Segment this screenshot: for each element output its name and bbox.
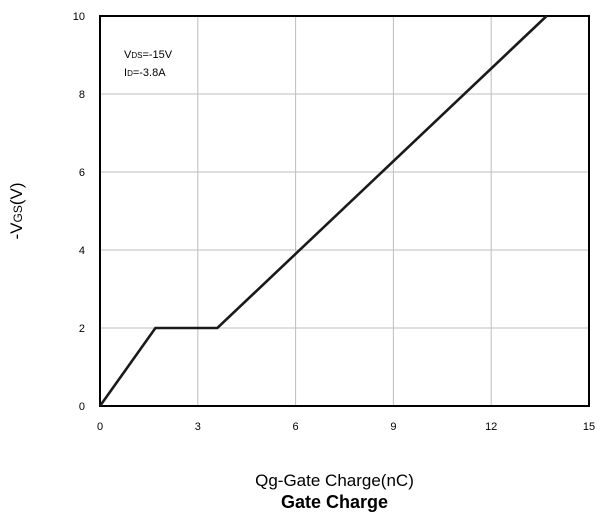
y-tick-label: 6 [79, 167, 85, 179]
x-tick-label: 9 [390, 421, 396, 433]
y-tick-label: 10 [73, 11, 85, 23]
annotation-vds: VDS=-15V [124, 49, 173, 61]
x-tick-label: 0 [97, 421, 103, 433]
chart-title: Gate Charge [281, 492, 388, 512]
x-tick-label: 6 [293, 421, 299, 433]
x-tick-label: 15 [583, 421, 595, 433]
y-axis-label: -VGS(V) [7, 182, 26, 239]
y-tick-label: 4 [79, 245, 85, 257]
x-tick-label: 3 [195, 421, 201, 433]
x-axis-label: Qg-Gate Charge(nC) [255, 471, 414, 490]
x-tick-label: 12 [485, 421, 497, 433]
annotation-id: ID=-3.8A [124, 67, 166, 79]
plot-frame [99, 15, 590, 407]
y-tick-label: 0 [79, 401, 85, 413]
y-tick-label: 2 [79, 323, 85, 335]
series-line [98, 15, 548, 407]
y-tick-label: 8 [79, 89, 85, 101]
